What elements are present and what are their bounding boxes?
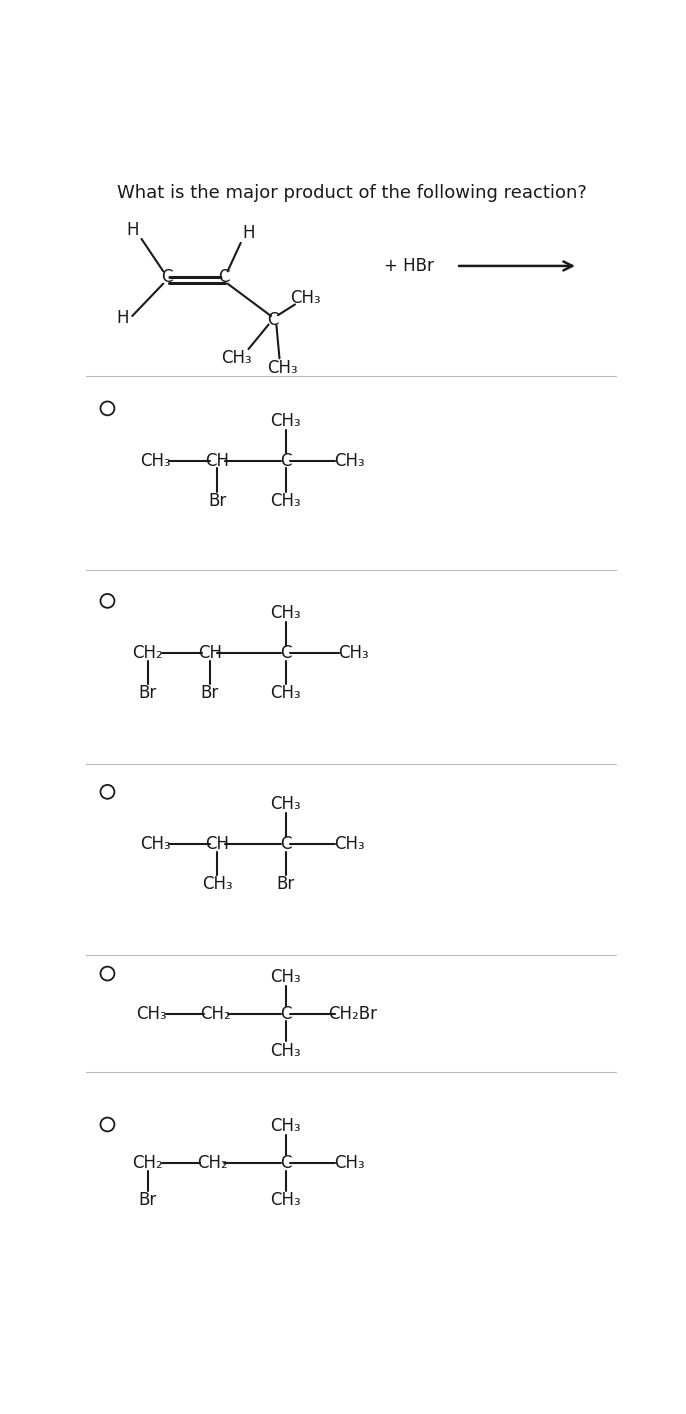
Text: Br: Br <box>139 684 157 703</box>
Text: CH₃: CH₃ <box>140 451 171 469</box>
Text: CH₃: CH₃ <box>270 967 301 986</box>
Text: C: C <box>161 269 173 287</box>
Text: C: C <box>280 1154 292 1172</box>
Text: C: C <box>280 1004 292 1022</box>
Text: H: H <box>242 223 255 242</box>
Text: CH: CH <box>198 645 222 662</box>
Text: Br: Br <box>209 492 226 510</box>
Text: CH₃: CH₃ <box>202 875 233 894</box>
Text: CH₂: CH₂ <box>132 1154 163 1172</box>
Text: Br: Br <box>139 1191 157 1209</box>
Text: CH₂: CH₂ <box>197 1154 228 1172</box>
Text: CH: CH <box>206 451 230 469</box>
Text: CH₃: CH₃ <box>270 684 301 703</box>
Text: CH₃: CH₃ <box>270 1042 301 1059</box>
Text: CH₃: CH₃ <box>338 645 368 662</box>
Text: CH₃: CH₃ <box>270 1191 301 1209</box>
Text: CH₃: CH₃ <box>334 451 364 469</box>
Text: CH₃: CH₃ <box>270 1117 301 1135</box>
Text: CH₃: CH₃ <box>268 359 298 376</box>
Text: CH₃: CH₃ <box>270 795 301 813</box>
Text: CH₃: CH₃ <box>140 836 171 853</box>
Text: + HBr: + HBr <box>384 257 434 274</box>
Text: H: H <box>126 221 139 239</box>
Text: CH₂Br: CH₂Br <box>329 1004 377 1022</box>
Text: C: C <box>280 451 292 469</box>
Text: CH: CH <box>206 836 230 853</box>
Text: CH₃: CH₃ <box>291 290 321 307</box>
Text: Br: Br <box>200 684 219 703</box>
Text: What is the major product of the following reaction?: What is the major product of the followi… <box>117 184 587 202</box>
Text: CH₃: CH₃ <box>334 836 364 853</box>
Text: Br: Br <box>276 875 295 894</box>
Text: CH₃: CH₃ <box>334 1154 364 1172</box>
Text: CH₃: CH₃ <box>270 492 301 510</box>
Text: CH₃: CH₃ <box>221 349 251 368</box>
Text: C: C <box>280 836 292 853</box>
Text: H: H <box>116 310 128 327</box>
Text: C: C <box>268 311 279 329</box>
Text: C: C <box>280 645 292 662</box>
Text: CH₃: CH₃ <box>270 411 301 430</box>
Text: CH₃: CH₃ <box>137 1004 167 1022</box>
Text: CH₃: CH₃ <box>270 604 301 622</box>
Text: CH₂: CH₂ <box>132 645 163 662</box>
Text: C: C <box>218 269 229 287</box>
Text: CH₂: CH₂ <box>200 1004 231 1022</box>
